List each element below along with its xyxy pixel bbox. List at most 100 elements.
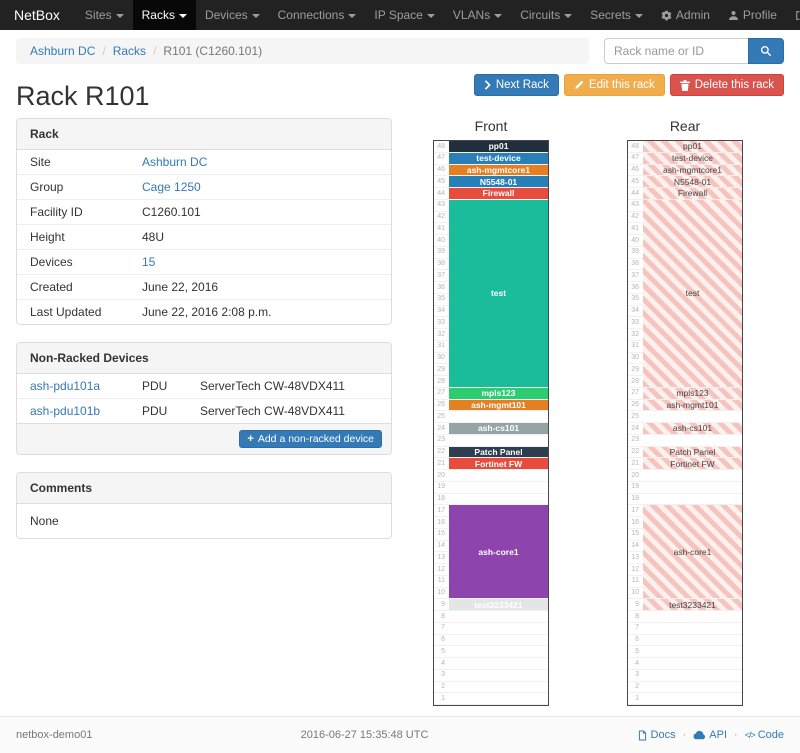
rear-device-pp01[interactable]: pp01 [643,141,742,152]
front-unit-20: 20 [434,470,548,482]
front-device-fortinet-fw[interactable]: Fortinet FW [449,458,548,469]
front-device-test-device[interactable]: test-device [449,152,548,164]
rear-device-mpls123[interactable]: mpls123 [643,387,742,399]
rear-device-n5548-01[interactable]: N5548-01 [643,176,742,187]
next-rack-button[interactable]: Next Rack [473,74,559,96]
unit-number: 31 [631,342,639,350]
rear-device-test[interactable]: test [643,199,742,387]
rear-unit-23: 23 [628,435,742,447]
unit-number: 47 [437,154,445,162]
unit-number: 26 [437,401,445,408]
front-device-n5548-01[interactable]: N5548-01 [449,176,548,187]
attr-label: Height [17,224,129,250]
rear-unit-5: 5 [628,646,742,658]
add-non-racked-device-button[interactable]: + Add a non-racked device [239,430,382,448]
front-device-mpls123[interactable]: mpls123 [449,387,548,399]
device-label: pp01 [488,141,509,152]
caret-down-icon [178,14,187,18]
footer-link-label: API [709,729,728,741]
nav-item-racks[interactable]: Racks [132,0,196,30]
rear-device-ash-cs101[interactable]: ash-cs101 [643,423,742,434]
rear-device-ash-mgmtcore1[interactable]: ash-mgmtcore1 [643,164,742,176]
device-label: test [685,288,700,299]
caret-down-icon [251,14,260,18]
page-title: Rack R101 [16,81,150,111]
unit-number: 44 [631,189,639,197]
unit-number: 15 [631,530,639,538]
unit-number: 10 [437,589,445,596]
unit-number: 33 [437,318,445,326]
rear-device-firewall[interactable]: Firewall [643,188,742,199]
device-name-link[interactable]: ash-pdu101a [30,379,101,393]
front-device-patch-panel[interactable]: Patch Panel [449,446,548,458]
front-device-ash-mgmtcore1[interactable]: ash-mgmtcore1 [449,164,548,176]
search-button[interactable] [748,38,784,64]
device-name-link[interactable]: ash-pdu101b [30,404,101,418]
nav-item-label: Sites [84,8,112,22]
footer-link-docs[interactable]: Docs [637,729,676,741]
front-device-firewall[interactable]: Firewall [449,188,548,199]
unit-number: 35 [631,295,639,303]
footer-link-code[interactable]: </> Code [745,729,784,741]
rear-device-ash-mgmt101[interactable]: ash-mgmt101 [643,399,742,411]
front-elevation: 48 47 46 45 44 43 42 41 40 39 38 37 36 35 34 33 32 31 30 29… [433,140,549,706]
front-device-pp01[interactable]: pp01 [449,141,548,152]
delete-rack-button[interactable]: Delete this rack [669,74,784,96]
chevron-right-icon [484,80,491,90]
caret-down-icon [426,14,435,18]
unit-number: 34 [437,307,445,314]
rear-device-test-device[interactable]: test-device [643,152,742,164]
rear-device-test3233421[interactable]: test3233421 [643,599,742,610]
nav-item-profile[interactable]: Profile [719,0,786,30]
nav-item-secrets[interactable]: Secrets [581,0,652,30]
unit-number: 6 [635,636,639,643]
footer-link-api[interactable]: API [693,729,727,741]
breadcrumb-item-racks[interactable]: Racks [112,44,147,58]
nav-item-log-out[interactable]: Log out [786,0,800,30]
navbar-right-menu: Admin Profile Log out [652,0,800,30]
unit-number: 8 [635,612,639,620]
rear-unit-44: 44 [628,188,742,200]
brand[interactable]: NetBox [14,7,60,23]
unit-number: 27 [437,389,445,397]
front-device-ash-core1[interactable]: ash-core1 [449,505,548,599]
rear-unit-19: 19 [628,482,742,494]
front-device-ash-mgmt101[interactable]: ash-mgmt101 [449,399,548,411]
unit-number: 31 [437,342,445,350]
rear-device-ash-core1[interactable]: ash-core1 [643,505,742,599]
breadcrumb-item-ashburn-dc[interactable]: Ashburn DC [30,44,96,58]
search-input[interactable] [604,38,748,64]
unit-number: 35 [437,295,445,303]
unit-number: 4 [441,659,445,667]
attr-value-link[interactable]: Ashburn DC [142,155,208,169]
unit-number: 41 [437,224,445,232]
nav-item-label: Circuits [520,8,561,22]
edit-rack-button[interactable]: Edit this rack [563,74,665,96]
front-unit-19: 19 [434,482,548,494]
delete-rack-label: Delete this rack [694,79,774,91]
nav-item-sites[interactable]: Sites [76,0,133,30]
unit-number: 22 [437,448,445,455]
nav-item-devices[interactable]: Devices [196,0,269,30]
nav-item-connections[interactable]: Connections [269,0,366,30]
device-label: ash-core1 [673,546,712,557]
attr-value-link[interactable]: Cage 1250 [142,180,201,194]
rear-device-patch-panel[interactable]: Patch Panel [643,446,742,458]
front-device-test[interactable]: test [449,199,548,387]
front-device-ash-cs101[interactable]: ash-cs101 [449,423,548,434]
unit-number: 28 [437,377,445,385]
nav-item-admin[interactable]: Admin [652,0,719,30]
unit-number: 20 [437,471,445,479]
unit-number: 40 [437,236,445,244]
device-role: PDU [142,379,168,393]
front-unit-2: 2 [434,682,548,694]
rear-device-fortinet-fw[interactable]: Fortinet FW [643,458,742,469]
front-device-test3233421[interactable]: test3233421 [449,599,548,610]
nav-item-circuits[interactable]: Circuits [511,0,581,30]
unit-number: 42 [631,213,639,220]
attr-value-link[interactable]: 15 [142,255,156,269]
unit-number: 48 [437,142,445,150]
rear-unit-2: 2 [628,682,742,694]
nav-item-ip-space[interactable]: IP Space [365,0,443,30]
nav-item-vlans[interactable]: VLANs [444,0,511,30]
